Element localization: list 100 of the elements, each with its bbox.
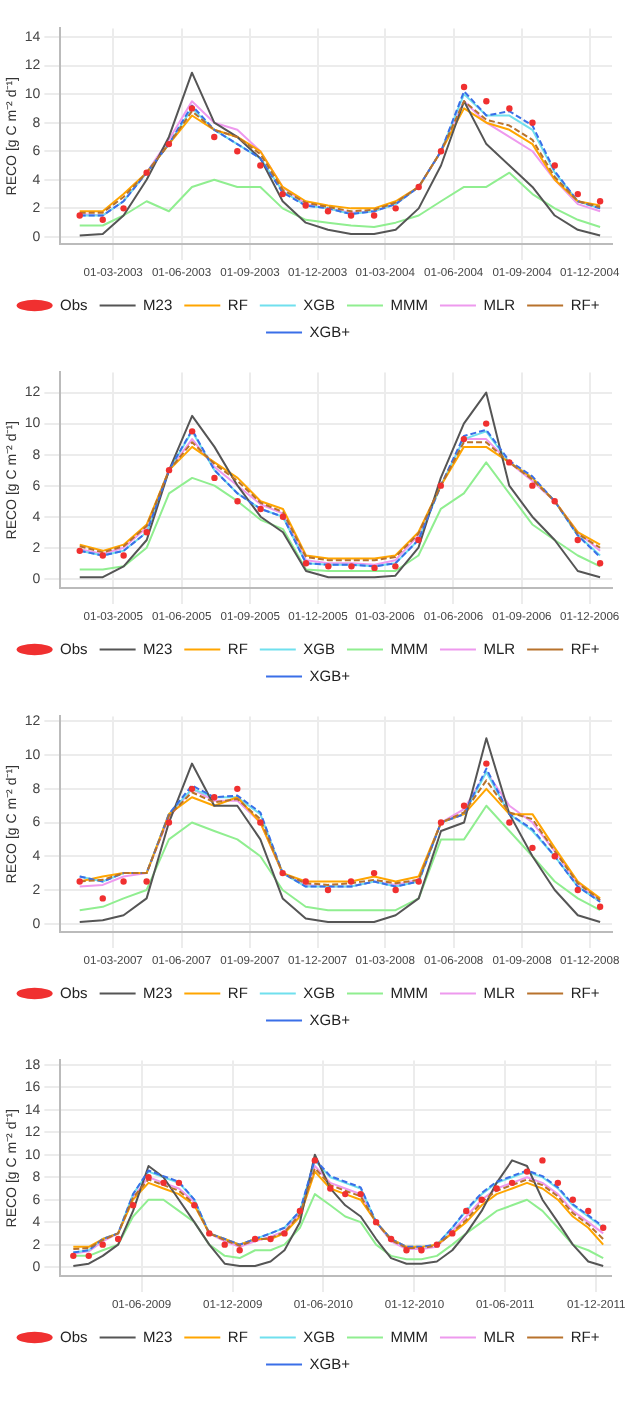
point	[234, 148, 241, 155]
point	[418, 1247, 425, 1254]
point	[165, 140, 173, 148]
point	[143, 529, 150, 536]
point	[211, 133, 218, 141]
point	[415, 878, 422, 885]
point	[347, 878, 355, 885]
point	[145, 1174, 152, 1181]
point	[120, 205, 127, 212]
point	[188, 785, 196, 793]
point	[302, 202, 309, 209]
point	[327, 1185, 334, 1192]
point	[257, 162, 264, 169]
point	[302, 560, 310, 567]
point	[76, 547, 83, 555]
point	[387, 1235, 395, 1243]
point	[188, 105, 196, 112]
point	[251, 1235, 259, 1243]
point	[371, 564, 378, 572]
point	[257, 819, 264, 826]
point	[70, 1252, 77, 1260]
point	[433, 1241, 441, 1248]
point	[554, 1179, 562, 1187]
point	[347, 212, 355, 219]
point	[221, 1241, 228, 1248]
point	[574, 536, 581, 544]
point	[279, 869, 286, 877]
point	[357, 1190, 364, 1198]
point	[506, 105, 513, 112]
point	[160, 1179, 167, 1187]
point	[449, 1230, 456, 1237]
point	[279, 190, 286, 198]
point	[143, 169, 150, 176]
point	[211, 794, 218, 801]
point	[267, 1235, 274, 1243]
point	[348, 563, 355, 570]
point	[596, 198, 604, 205]
point	[574, 190, 581, 198]
point	[99, 552, 107, 559]
point	[324, 886, 332, 894]
point	[529, 119, 536, 126]
point	[143, 878, 150, 885]
point	[279, 513, 287, 520]
point	[392, 886, 399, 894]
point	[596, 903, 604, 911]
point	[415, 183, 422, 191]
point	[311, 1157, 319, 1164]
point	[460, 435, 468, 443]
point	[129, 1202, 137, 1209]
point	[324, 208, 332, 215]
point	[175, 1179, 183, 1187]
point	[165, 819, 173, 826]
point	[188, 428, 196, 435]
point	[302, 878, 309, 885]
point	[120, 552, 127, 559]
point	[114, 1235, 122, 1243]
point	[506, 459, 513, 466]
point	[403, 1247, 410, 1254]
point	[99, 895, 106, 902]
point	[569, 1196, 577, 1203]
point	[523, 1168, 531, 1175]
point	[585, 1207, 592, 1215]
point	[372, 1218, 380, 1226]
point	[76, 212, 83, 219]
point	[460, 83, 468, 91]
point	[478, 1196, 485, 1203]
point	[234, 497, 241, 505]
point	[506, 819, 513, 826]
point	[483, 760, 490, 767]
point	[529, 482, 536, 489]
point	[392, 563, 399, 570]
point	[600, 1224, 607, 1231]
point	[460, 802, 468, 809]
point	[493, 1185, 500, 1192]
point	[211, 474, 218, 482]
point	[392, 205, 399, 212]
point	[85, 1252, 92, 1260]
point	[437, 482, 444, 489]
point	[165, 466, 173, 474]
point	[234, 785, 241, 793]
point	[508, 1179, 516, 1187]
point	[325, 563, 332, 570]
point	[463, 1207, 470, 1215]
point	[370, 869, 378, 877]
point	[296, 1207, 304, 1215]
point	[120, 878, 127, 885]
point	[482, 420, 490, 427]
point	[236, 1247, 243, 1254]
point	[596, 560, 604, 567]
point	[206, 1230, 213, 1237]
point	[76, 878, 83, 885]
point	[415, 536, 422, 544]
point	[574, 886, 581, 894]
point	[483, 98, 490, 105]
point	[370, 212, 378, 219]
point	[539, 1157, 546, 1164]
point	[437, 819, 445, 826]
point	[191, 1202, 198, 1209]
point	[529, 844, 536, 852]
point	[437, 148, 445, 155]
